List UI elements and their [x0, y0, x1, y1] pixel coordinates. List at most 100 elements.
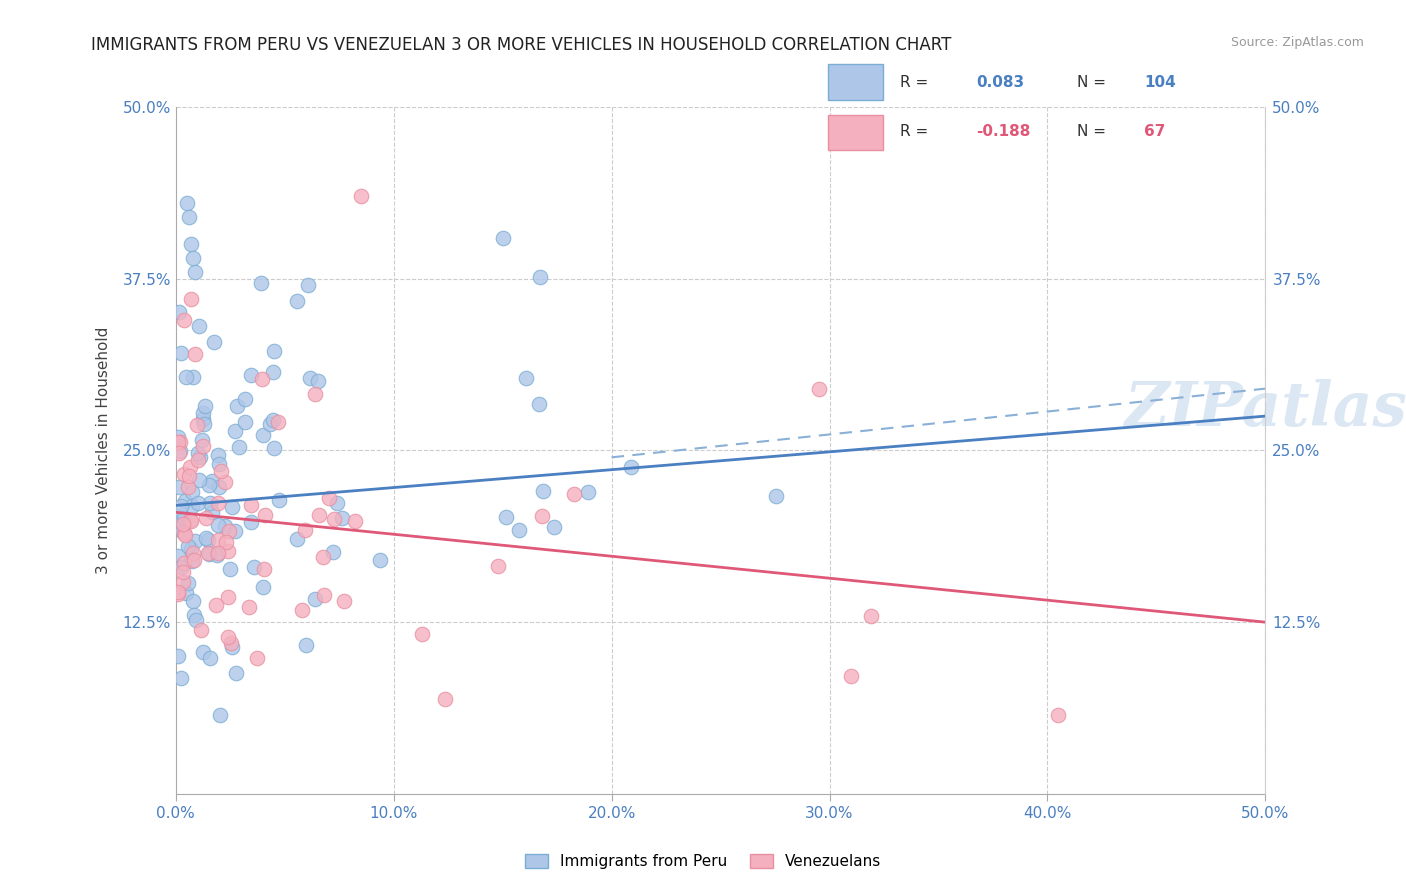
Point [167, 509, 190, 524]
Point [330, 511, 353, 525]
Point [191, 433, 214, 447]
Text: N =: N = [1077, 75, 1107, 90]
Point [221, 500, 243, 514]
Point [318, 491, 340, 505]
Point [527, 397, 550, 411]
Point [250, 372, 273, 386]
Point [576, 485, 599, 500]
Point [233, 415, 256, 429]
Point [169, 446, 191, 460]
Point [233, 392, 256, 406]
Point [434, 691, 457, 706]
Point [208, 480, 231, 494]
Point [207, 496, 229, 510]
Point [187, 496, 209, 510]
Point [183, 370, 205, 384]
Text: IMMIGRANTS FROM PERU VS VENEZUELAN 3 OR MORE VEHICLES IN HOUSEHOLD CORRELATION C: IMMIGRANTS FROM PERU VS VENEZUELAN 3 OR … [91, 36, 952, 54]
Point [174, 369, 197, 384]
Point [173, 556, 195, 570]
Point [308, 508, 330, 522]
Point [221, 636, 243, 650]
Point [765, 489, 787, 503]
Point [207, 517, 229, 532]
Point [173, 467, 195, 482]
Point [180, 542, 202, 557]
Point [172, 516, 194, 531]
Point [188, 473, 211, 487]
Point [205, 549, 228, 563]
Point [218, 561, 240, 575]
Point [186, 418, 208, 433]
Point [246, 651, 269, 665]
Point [183, 594, 205, 608]
Point [198, 651, 221, 665]
Point [343, 514, 366, 528]
Point [308, 375, 330, 389]
Point [169, 480, 191, 494]
Point [252, 427, 274, 442]
Point [167, 549, 190, 563]
Point [285, 532, 308, 546]
Point [1046, 708, 1069, 723]
Point [184, 533, 207, 548]
Point [170, 560, 193, 574]
Point [195, 531, 218, 545]
Point [298, 371, 321, 385]
Point [188, 319, 211, 334]
Point [174, 528, 197, 542]
Point [167, 430, 190, 444]
Point [184, 265, 207, 279]
Point [167, 305, 190, 319]
Point [167, 587, 190, 601]
Point [312, 588, 335, 602]
Point [183, 553, 205, 567]
Point [172, 575, 194, 590]
Point [181, 546, 204, 560]
Point [176, 196, 198, 211]
Point [193, 417, 215, 432]
Point [208, 457, 231, 471]
Text: 104: 104 [1144, 75, 1177, 90]
Point [177, 480, 200, 494]
Point [240, 368, 263, 382]
Text: R =: R = [900, 75, 928, 90]
Point [191, 644, 214, 658]
Point [177, 575, 200, 590]
Text: 0.083: 0.083 [976, 75, 1024, 90]
Point [187, 453, 209, 467]
Point [180, 237, 202, 252]
Point [191, 439, 214, 453]
Point [169, 345, 191, 359]
Point [297, 277, 319, 292]
Point [285, 293, 308, 308]
Text: ZIPatlas: ZIPatlas [1123, 379, 1406, 439]
Point [198, 496, 221, 510]
Point [333, 593, 356, 607]
Point [486, 558, 509, 573]
Point [177, 539, 200, 553]
Point [238, 599, 260, 614]
Point [228, 440, 250, 454]
Point [177, 469, 200, 483]
Point [218, 524, 240, 538]
Point [174, 586, 197, 600]
Point [181, 485, 204, 500]
Point [839, 669, 862, 683]
Point [187, 446, 209, 460]
Text: Source: ZipAtlas.com: Source: ZipAtlas.com [1230, 36, 1364, 49]
Point [807, 382, 830, 396]
Text: R =: R = [900, 124, 928, 139]
Point [368, 553, 391, 567]
Point [530, 509, 553, 524]
Point [180, 554, 202, 568]
Point [174, 494, 197, 508]
Point [491, 231, 513, 245]
Text: 67: 67 [1144, 124, 1166, 139]
Point [173, 313, 195, 327]
Text: N =: N = [1077, 124, 1107, 139]
Point [411, 627, 433, 641]
Point [179, 460, 201, 475]
Point [197, 546, 219, 560]
Point [239, 499, 262, 513]
Point [252, 580, 274, 594]
